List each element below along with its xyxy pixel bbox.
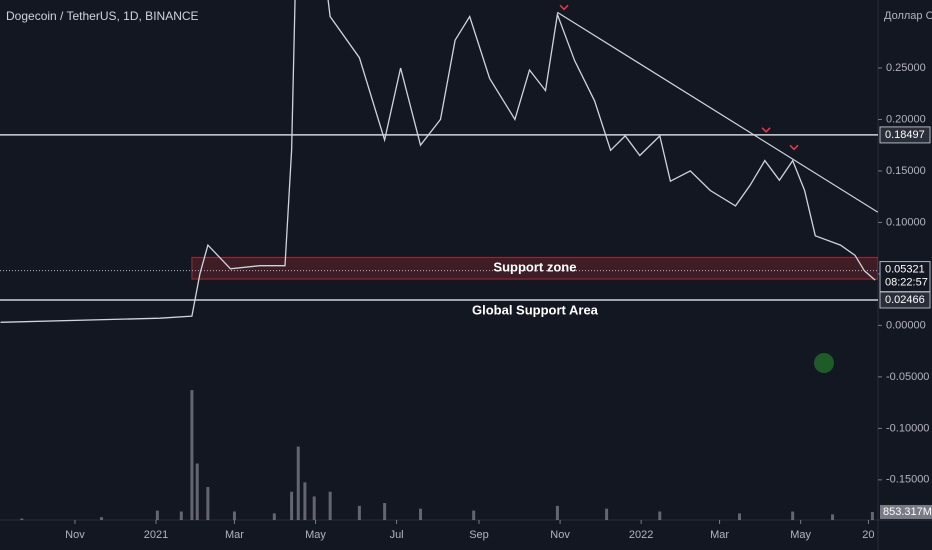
- volume-bar: [303, 482, 307, 520]
- y-tick-label: -0.15000: [886, 474, 929, 486]
- x-tick-label: May: [305, 529, 326, 541]
- marker: [559, 4, 569, 11]
- y-tick-label: 0.10000: [886, 216, 926, 228]
- x-tick-label: Nov: [550, 529, 570, 541]
- volume-bar: [195, 463, 199, 520]
- y-tick-label: 0.15000: [886, 165, 926, 177]
- decoration-dot: [814, 353, 834, 373]
- x-tick-label: 20: [862, 529, 874, 541]
- support-zone: [191, 256, 878, 280]
- volume-label-box: [880, 504, 932, 519]
- y-tick-label: -0.10000: [886, 422, 929, 434]
- level-label: 0.18497: [885, 129, 925, 141]
- y-tick-label: -0.05000: [886, 371, 929, 383]
- x-tick-label: Nov: [65, 529, 85, 541]
- volume-bar: [419, 508, 423, 520]
- x-tick-label: Mar: [710, 529, 729, 541]
- x-tick-label: 2022: [629, 529, 653, 541]
- volume-bar: [870, 511, 874, 520]
- volume-bar: [357, 505, 361, 520]
- y-tick-label: 0.25000: [886, 62, 926, 74]
- level-label-box: [879, 126, 931, 144]
- volume-bar: [605, 508, 609, 520]
- volume-bar: [472, 510, 476, 520]
- support-zone-label: Support zone: [493, 260, 576, 275]
- countdown-label: 08:22:57: [885, 277, 928, 289]
- price-line: [0, 0, 876, 323]
- y-tick-label: 0.00000: [886, 319, 926, 331]
- x-tick-label: Sep: [469, 529, 489, 541]
- volume-label: 853.317M: [883, 506, 932, 518]
- axis-label: Доллар СШ: [884, 10, 932, 22]
- volume-bar: [738, 513, 742, 520]
- y-tick-label: 0.20000: [886, 113, 926, 125]
- x-tick-label: Jul: [390, 529, 404, 541]
- volume-bar: [555, 505, 559, 520]
- volume-bar: [206, 487, 210, 520]
- volume-bar: [155, 510, 159, 520]
- trendline: [557, 11, 878, 213]
- x-tick-label: Mar: [225, 529, 244, 541]
- last-price-box: [879, 261, 931, 293]
- volume-bar: [791, 511, 795, 520]
- global-support-label: Global Support Area: [472, 302, 599, 317]
- marker: [789, 144, 799, 151]
- volume-bar: [383, 503, 387, 520]
- volume-bar: [232, 511, 236, 520]
- volume-bar: [658, 511, 662, 520]
- volume-bar: [312, 496, 316, 520]
- chart-title: Dogecoin / TetherUS, 1D, BINANCE: [6, 9, 199, 23]
- volume-bar: [190, 390, 194, 520]
- x-tick-label: 2021: [144, 529, 168, 541]
- last-price-label: 0.05321: [885, 264, 925, 276]
- volume-bar: [290, 491, 294, 520]
- volume-bar: [296, 446, 300, 520]
- level-label: 0.02466: [885, 294, 925, 306]
- volume-bar: [20, 518, 24, 520]
- volume-bar: [831, 514, 835, 520]
- marker: [761, 127, 771, 133]
- volume-bar: [328, 491, 332, 520]
- volume-bar: [179, 511, 183, 520]
- x-tick-label: May: [790, 529, 811, 541]
- plot: [0, 0, 878, 520]
- volume-bar: [272, 513, 276, 520]
- volume-bar: [100, 517, 104, 520]
